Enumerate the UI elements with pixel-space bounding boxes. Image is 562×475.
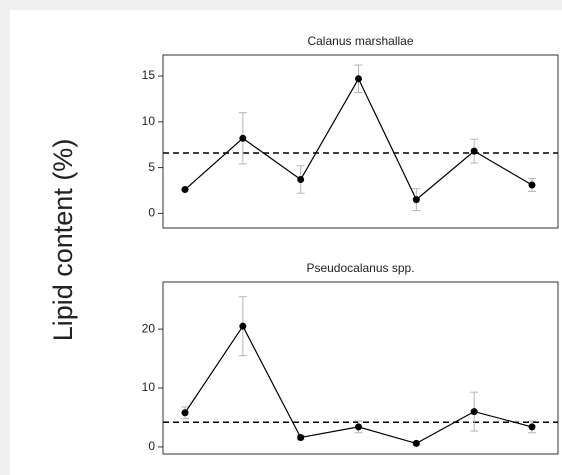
point	[181, 186, 189, 194]
panel-title: Calanus marshallae	[307, 34, 413, 48]
panel-title: Pseudocalanus spp.	[306, 261, 414, 275]
y-tick-label: 0	[148, 206, 155, 220]
point	[528, 423, 536, 431]
background	[10, 10, 562, 475]
point	[239, 322, 247, 330]
y-tick-label: 15	[142, 68, 156, 82]
y-tick-label: 20	[142, 321, 156, 335]
point	[470, 408, 478, 416]
plot-frame	[162, 281, 559, 455]
point	[239, 134, 247, 142]
y-tick-label: 0	[148, 439, 155, 453]
point	[297, 434, 305, 442]
point	[412, 439, 420, 447]
y-tick-label: 5	[148, 160, 155, 174]
point	[470, 147, 478, 155]
y-axis-label: Lipid content (%)	[48, 139, 78, 342]
point	[297, 175, 305, 183]
point	[412, 196, 420, 204]
point	[355, 75, 362, 83]
plot-frame	[162, 54, 559, 229]
y-tick-label: 10	[142, 114, 156, 128]
point	[181, 409, 189, 417]
point	[355, 423, 362, 431]
y-tick-label: 10	[142, 380, 156, 394]
point	[528, 181, 536, 189]
